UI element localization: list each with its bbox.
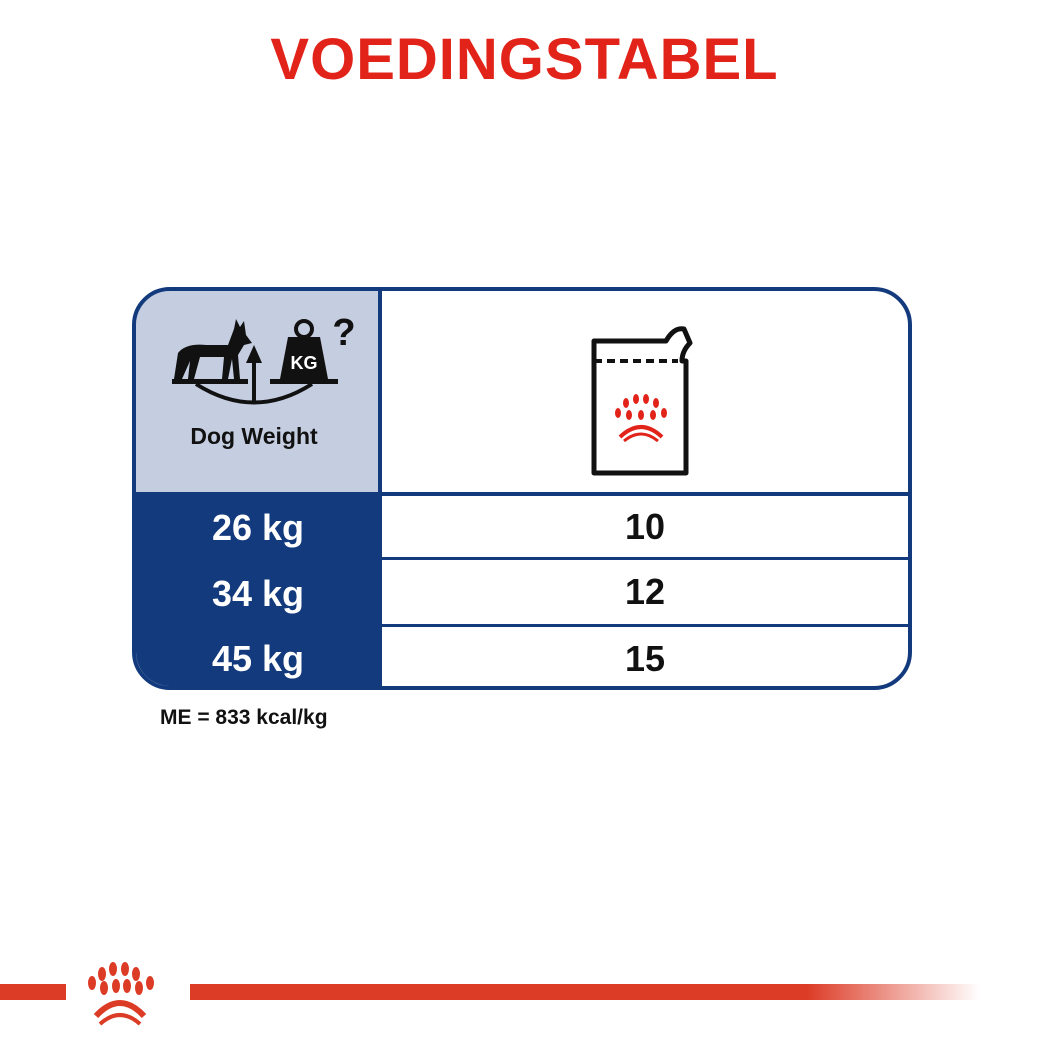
dog-on-scale-kg-question-icon: KG ? — [172, 312, 356, 405]
svg-text:?: ? — [332, 312, 355, 354]
table-row: 45 kg 15 — [136, 627, 908, 686]
table-row: 34 kg 12 — [136, 560, 908, 627]
weight-header: KG ? Dog Weight — [136, 291, 378, 492]
food-header — [382, 291, 908, 496]
amount-cell: 10 — [382, 496, 908, 560]
table-row: 26 kg 10 — [136, 496, 908, 560]
dog-weight-cell: 34 kg — [211, 572, 305, 614]
royal-canin-crown-logo — [88, 962, 154, 1026]
energy-footnote: ME = 833 kcal/kg — [160, 706, 328, 729]
dog-weight-label: Dog Weight — [190, 423, 318, 449]
amount-cell: 12 — [382, 560, 908, 627]
feeding-table: KG ? Dog Weight 26 kg 10 34 kg 12 45 kg … — [132, 287, 912, 690]
dog-weight-cell: 45 kg — [211, 637, 305, 679]
dog-weight-cell: 26 kg — [211, 507, 305, 548]
footer-bar-left — [0, 984, 66, 1000]
wet-food-pouch-crown-icon — [591, 326, 693, 476]
footer-bar-right — [190, 984, 980, 1000]
amount-cell: 15 — [624, 637, 666, 679]
svg-text:KG: KG — [291, 353, 318, 373]
page-title: VOEDINGSTABEL — [270, 27, 779, 92]
column-divider — [378, 291, 382, 686]
